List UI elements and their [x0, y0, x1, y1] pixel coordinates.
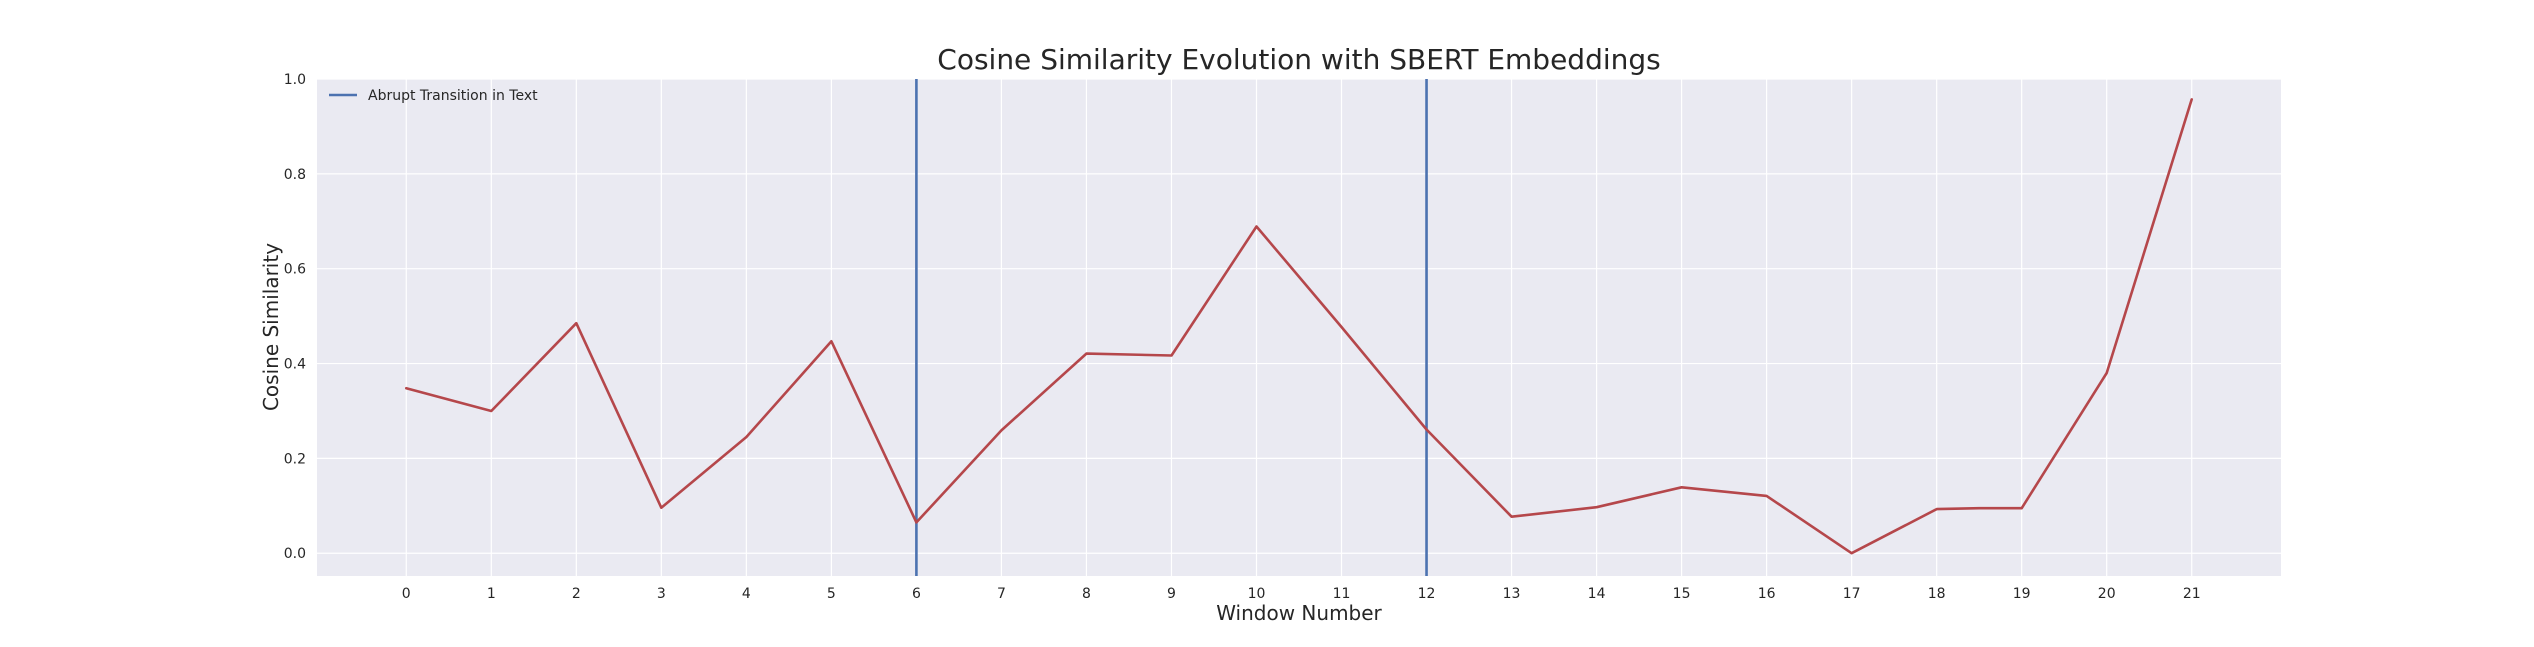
x-tick-label: 16 [1758, 586, 1776, 602]
x-tick-label: 12 [1418, 586, 1436, 602]
y-ticks: 0.0 0.2 0.4 0.6 0.8 1.0 [284, 72, 306, 562]
x-tick-label: 14 [1588, 586, 1606, 602]
y-tick-label: 0.2 [284, 451, 306, 467]
x-tick-label: 10 [1248, 586, 1266, 602]
x-axis-label: Window Number [1216, 601, 1382, 625]
x-tick-label: 11 [1333, 586, 1351, 602]
transition-lines [915, 79, 1428, 576]
plot-area [317, 79, 2281, 576]
legend: Abrupt Transition in Text [329, 88, 538, 104]
x-tick-label: 15 [1673, 586, 1691, 602]
x-tick-label: 6 [912, 586, 921, 602]
y-tick-label: 0.8 [284, 167, 306, 183]
x-tick-label: 1 [487, 586, 496, 602]
x-tick-label: 9 [1167, 586, 1176, 602]
x-tick-label: 5 [827, 586, 836, 602]
y-tick-label: 0.4 [284, 357, 306, 373]
series-group [404, 98, 2193, 555]
series-line [404, 98, 2193, 555]
x-tick-label: 18 [1928, 586, 1946, 602]
y-tick-label: 0.0 [284, 546, 306, 562]
x-tick-label: 17 [1843, 586, 1861, 602]
legend-label: Abrupt Transition in Text [368, 88, 538, 104]
y-axis-label: Cosine Similarity [259, 243, 283, 411]
x-tick-label: 7 [997, 586, 1006, 602]
x-tick-label: 0 [402, 586, 411, 602]
x-tick-label: 13 [1503, 586, 1521, 602]
y-tick-label: 1.0 [284, 72, 306, 88]
x-tick-label: 19 [2013, 586, 2031, 602]
x-tick-label: 8 [1082, 586, 1091, 602]
chart-title: Cosine Similarity Evolution with SBERT E… [937, 43, 1660, 76]
x-tick-label: 2 [572, 586, 581, 602]
x-tick-label: 4 [742, 586, 751, 602]
x-tick-label: 21 [2183, 586, 2201, 602]
x-ticks: 0 1 2 3 4 5 6 7 8 9 10 11 12 13 14 15 16 17 18 19 20 21 [402, 586, 2201, 602]
x-tick-label: 3 [657, 586, 666, 602]
x-tick-label: 20 [2098, 586, 2116, 602]
y-tick-label: 0.6 [284, 262, 306, 278]
